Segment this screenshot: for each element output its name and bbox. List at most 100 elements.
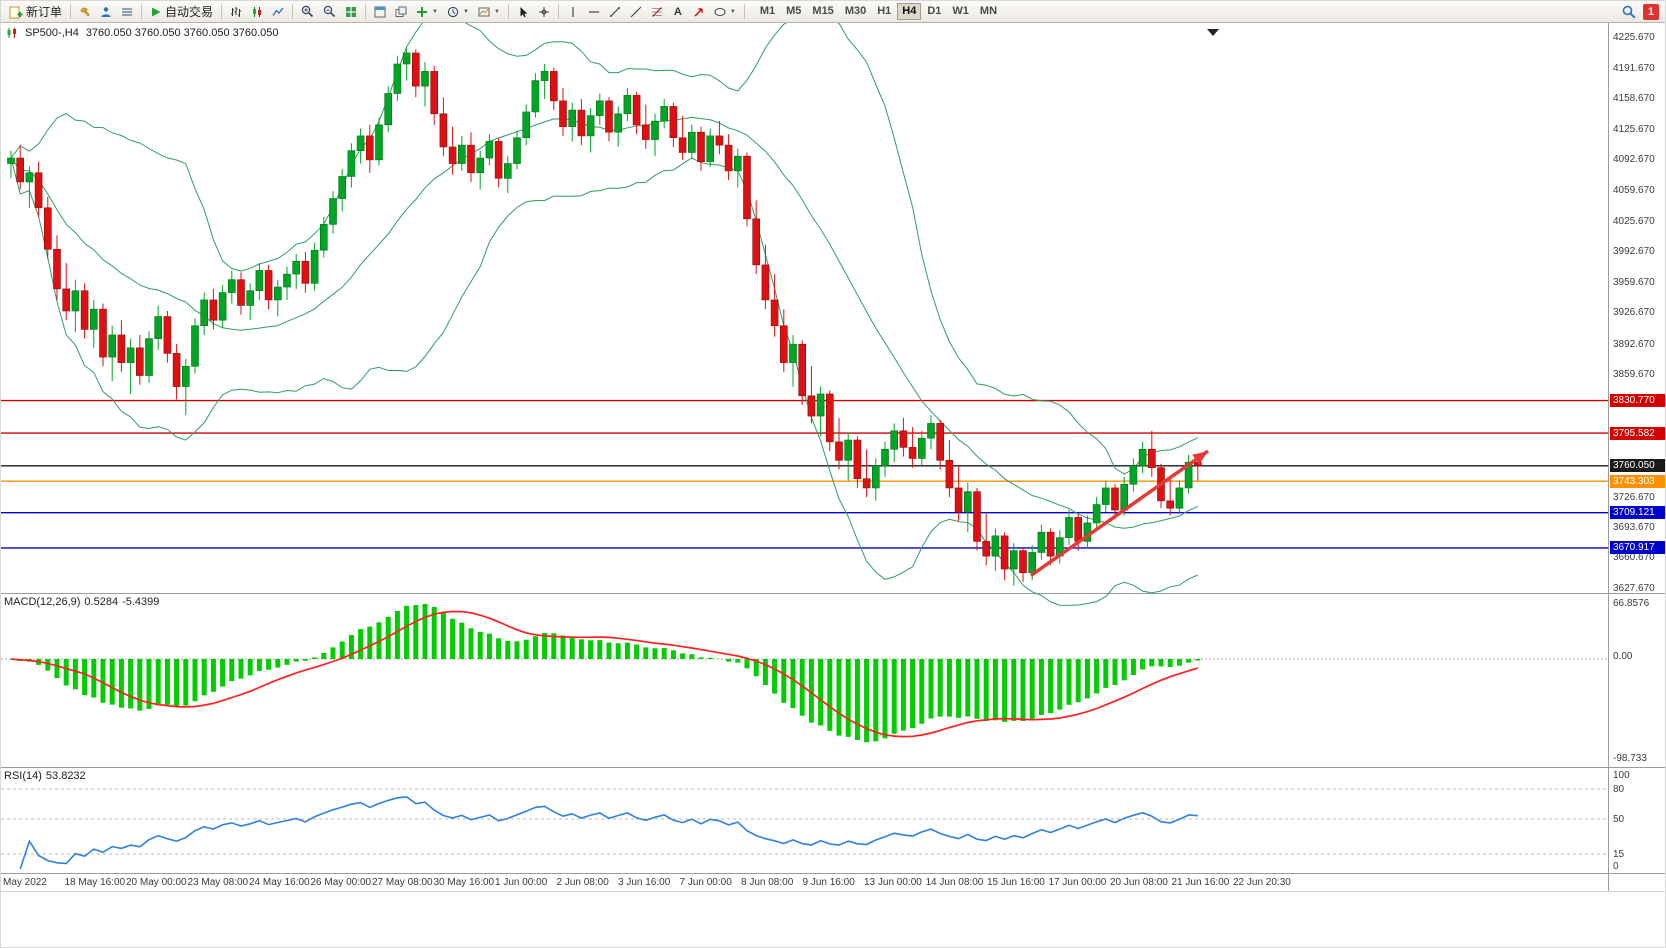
- timeframe-mn[interactable]: MN: [975, 3, 1002, 20]
- crosshair-button[interactable]: [534, 2, 554, 22]
- price-line-label: 3743.303: [1610, 474, 1665, 488]
- timeframe-h1[interactable]: H1: [872, 3, 896, 20]
- macd-header: MACD(12,26,9) 0.5284 -5.4399: [4, 596, 163, 608]
- time-label: 3 Jun 16:00: [618, 877, 671, 888]
- timeframe-w1[interactable]: W1: [947, 3, 974, 20]
- autotrading-button[interactable]: 自动交易: [146, 2, 217, 22]
- horizontal-line-button[interactable]: [584, 2, 604, 22]
- toolbar-separator: [70, 4, 72, 19]
- cursor-button[interactable]: [513, 2, 533, 22]
- line-chart-button[interactable]: [268, 2, 288, 22]
- vertical-line-button[interactable]: [563, 2, 583, 22]
- timeframe-d1[interactable]: D1: [922, 3, 946, 20]
- arrow-tool-icon: [694, 7, 703, 16]
- price-axis-label: 3627.670: [1613, 582, 1655, 594]
- ellipse-shape-icon: [714, 7, 726, 16]
- price-axis-label: 4125.670: [1613, 123, 1655, 135]
- shapes-button[interactable]: ▼: [710, 2, 740, 22]
- toolbar-separator: [743, 4, 745, 19]
- chevron-down-icon: ▼: [729, 8, 736, 15]
- time-label: May 2022: [3, 877, 47, 888]
- search-icon: [1622, 5, 1636, 19]
- bar-chart-button[interactable]: [226, 2, 246, 22]
- channel-icon: [630, 6, 642, 17]
- timeframe-m15[interactable]: M15: [807, 3, 838, 20]
- profiles-button[interactable]: [96, 2, 116, 22]
- text-tool-button[interactable]: A: [668, 2, 688, 22]
- hammer-icon: [80, 7, 90, 16]
- macd-name: MACD(12,26,9): [4, 596, 81, 608]
- chevron-down-icon: ▼: [462, 8, 469, 15]
- time-label: 2 Jun 08:00: [556, 877, 609, 888]
- timeframe-m5[interactable]: M5: [781, 3, 806, 20]
- price-line-label: 3670.917: [1610, 541, 1665, 555]
- price-axis-label: 3992.670: [1613, 246, 1655, 258]
- toolbar-separator: [141, 4, 143, 19]
- time-label: 17 Jun 00:00: [1048, 877, 1107, 888]
- macd-value-signal: -5.4399: [122, 596, 160, 608]
- rsi-header: RSI(14) 53.8232: [4, 770, 90, 782]
- price-axis-label: 3926.670: [1613, 307, 1655, 319]
- auto-arrange-button[interactable]: [370, 2, 390, 22]
- macd-axis-label: 0.00: [1613, 651, 1633, 662]
- time-label: 8 Jun 08:00: [741, 877, 794, 888]
- price-line-label: 3709.121: [1610, 506, 1665, 520]
- line-chart-icon: [272, 7, 284, 16]
- rsi-axis-label: 0: [1613, 861, 1619, 872]
- chevron-down-icon: ▼: [432, 8, 438, 15]
- channel-button[interactable]: [626, 2, 646, 22]
- candlestick-icon: [253, 6, 262, 17]
- price-line-label: 3830.770: [1610, 394, 1665, 408]
- rsi-axis-label: 15: [1613, 849, 1625, 860]
- time-label: 24 May 16:00: [249, 877, 310, 888]
- notification-badge[interactable]: 1: [1643, 3, 1659, 20]
- cascade-windows-icon: [395, 6, 407, 17]
- price-axis-label: 3959.670: [1613, 276, 1655, 288]
- chart-icon: [7, 28, 16, 38]
- text-tool-icon: A: [673, 5, 682, 18]
- periods-button[interactable]: ▼: [443, 2, 473, 22]
- search-button[interactable]: [1618, 2, 1640, 22]
- time-label: 23 May 08:00: [187, 877, 249, 888]
- macd-value-main: 0.5284: [84, 596, 119, 608]
- timeframe-m1[interactable]: M1: [755, 3, 780, 20]
- zoom-out-icon: [323, 5, 336, 18]
- time-label: 21 Jun 16:00: [1171, 877, 1230, 888]
- time-label: 13 Jun 00:00: [864, 877, 922, 888]
- market-watch-button[interactable]: [117, 2, 137, 22]
- crosshair-icon: [538, 6, 549, 17]
- price-axis-label: 3726.670: [1613, 491, 1655, 503]
- new-order-label: 新订单: [26, 5, 63, 19]
- chart-symbol: SP500-,H4: [25, 27, 79, 39]
- price-axis-label: 4225.670: [1613, 31, 1655, 43]
- time-axis[interactable]: May 2022 18 May 16:00 20 May 00:00 23 May 0…: [1, 875, 1608, 891]
- trendline-button[interactable]: [605, 2, 625, 22]
- zoom-in-button[interactable]: [297, 2, 318, 22]
- time-label: 27 May 08:00: [372, 877, 433, 888]
- timeframe-h4[interactable]: H4: [897, 3, 922, 20]
- arrange-windows-icon: [374, 6, 386, 17]
- indicators-button[interactable]: ▼: [412, 2, 442, 22]
- tile-windows-button[interactable]: [341, 2, 361, 22]
- candlestick-chart-button[interactable]: [247, 2, 267, 22]
- watchlist-icon: [122, 7, 133, 16]
- new-chart-button[interactable]: [75, 2, 95, 22]
- chevron-down-icon: ▼: [493, 8, 500, 15]
- zoom-out-button[interactable]: [319, 2, 340, 22]
- chart-symbol-ohlc: SP500-,H4 3760.050 3760.050 3760.050 376…: [6, 27, 279, 39]
- fibonacci-button[interactable]: [647, 2, 667, 22]
- toolbar-separator: [365, 4, 367, 19]
- price-axis-label: 3859.670: [1613, 368, 1655, 380]
- new-order-icon: [9, 6, 23, 18]
- price-axis[interactable]: 4225.670 4191.670 4158.670 4125.670 4092.670…: [1610, 23, 1665, 891]
- templates-button[interactable]: ▼: [474, 2, 504, 22]
- time-label: 14 Jun 08:00: [925, 877, 984, 888]
- price-line-label: 3760.050: [1610, 459, 1665, 473]
- cascade-windows-button[interactable]: [391, 2, 411, 22]
- time-label: 7 Jun 00:00: [679, 877, 732, 888]
- arrows-tool-button[interactable]: [689, 2, 709, 22]
- new-order-button[interactable]: 新订单: [5, 2, 66, 22]
- timeframe-m30[interactable]: M30: [840, 3, 871, 20]
